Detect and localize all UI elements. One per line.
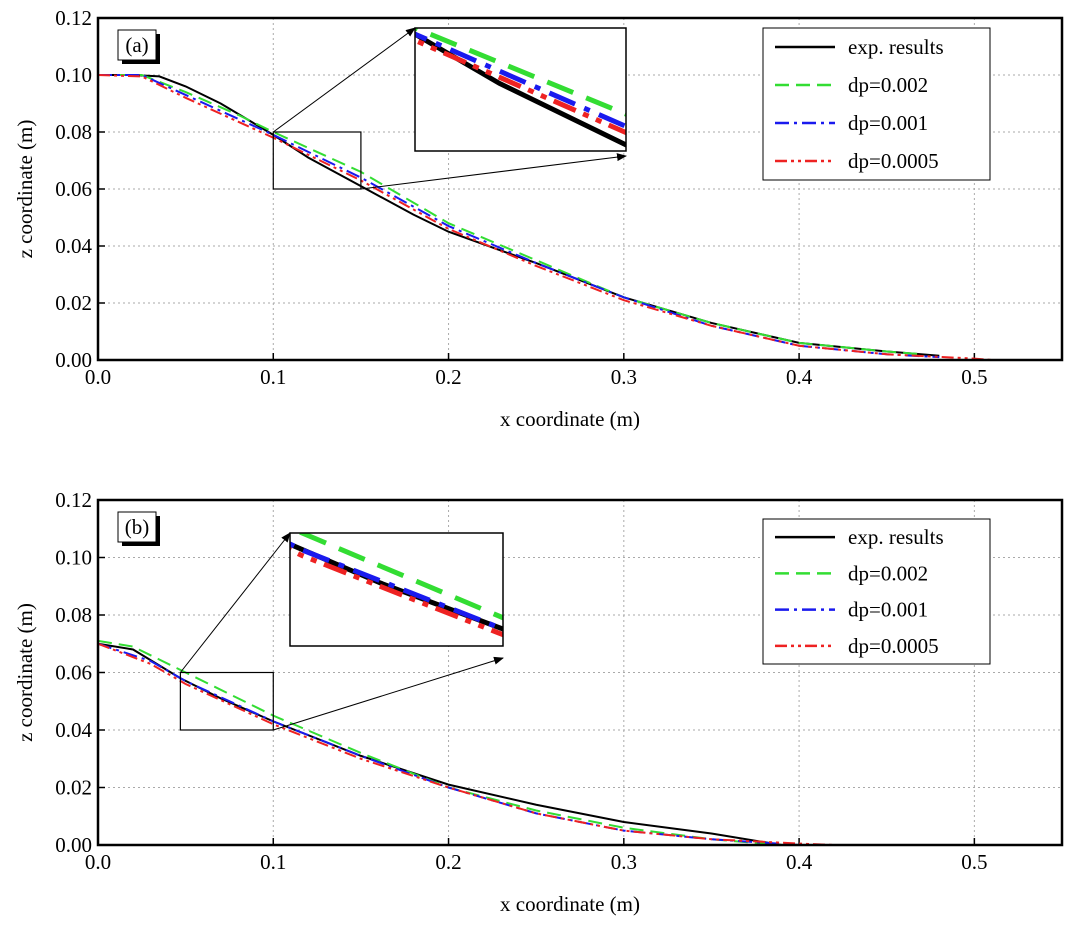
legend-label: exp. results (848, 35, 944, 59)
x-tick-label: 0.3 (611, 365, 637, 389)
series-line (97, 642, 800, 846)
series-line (97, 74, 992, 361)
legend-label: dp=0.002 (848, 73, 928, 97)
label-box (117, 29, 157, 61)
x-tick-label: 0.2 (435, 850, 461, 874)
plot-frame (96, 498, 1064, 847)
plot-frame (96, 16, 1064, 362)
zoom-arrow (272, 27, 416, 133)
y-tick-label: 0.04 (55, 234, 92, 258)
y-tick-label: 0.12 (55, 6, 92, 30)
y-tick-label: 0.04 (55, 718, 92, 742)
x-tick-label: 0.0 (85, 850, 111, 874)
x-tick-label: 0.1 (260, 850, 286, 874)
y-tick-label: 0.02 (55, 291, 92, 315)
legend-label: dp=0.001 (848, 111, 928, 135)
x-axis-label: x coordinate (m) (500, 407, 640, 431)
panel: 0.0 0.1 0.2 0.3 0.4 0.5 0.00 0.02 0.04 0.06 0.08 0.… (13, 6, 1064, 431)
y-tick-label: 0.12 (55, 488, 92, 512)
y-tick-label: 0.00 (55, 833, 92, 857)
legend-label: dp=0.0005 (848, 149, 939, 173)
legend-label: dp=0.0005 (848, 634, 939, 658)
series-line (97, 642, 782, 846)
panel-label: (b) (125, 515, 150, 539)
legend-box (762, 27, 991, 181)
zoom-arrow (179, 532, 291, 673)
y-tick-label: 0.00 (55, 348, 92, 372)
legend-label: dp=0.002 (848, 561, 928, 585)
y-tick-label: 0.08 (55, 603, 92, 627)
zoom-arrow (360, 153, 627, 190)
x-tick-label: 0.3 (611, 850, 637, 874)
inset-frame (414, 27, 627, 152)
y-tick-label: 0.10 (55, 63, 92, 87)
x-tick-label: 0.0 (85, 365, 111, 389)
series-line (97, 639, 782, 846)
x-tick-label: 0.5 (961, 850, 987, 874)
zoom-box (179, 671, 274, 731)
legend-label: dp=0.001 (848, 598, 928, 622)
y-tick-label: 0.08 (55, 120, 92, 144)
panel: 0.0 0.1 0.2 0.3 0.4 0.5 0.00 0.02 0.04 0.06 0.08 0.… (13, 488, 1064, 916)
y-tick-label: 0.02 (55, 776, 92, 800)
legend-label: exp. results (848, 525, 944, 549)
y-tick-label: 0.10 (55, 546, 92, 570)
x-tick-label: 0.4 (786, 365, 813, 389)
panel-label: (a) (125, 33, 148, 57)
x-tick-label: 0.5 (961, 365, 987, 389)
legend-box (762, 518, 991, 665)
series-line (98, 74, 940, 357)
y-tick-label: 0.06 (55, 177, 92, 201)
zoom-arrow (273, 656, 504, 731)
series-line (97, 642, 835, 846)
y-axis-label: z coordinate (m) (13, 120, 37, 259)
x-tick-label: 0.2 (435, 365, 461, 389)
inset-bg (415, 28, 626, 151)
series-line (98, 74, 922, 356)
x-tick-label: 0.4 (786, 850, 813, 874)
series-line (98, 74, 940, 359)
y-axis-label: z coordinate (m) (13, 603, 37, 742)
x-tick-label: 0.1 (260, 365, 286, 389)
zoom-box (272, 131, 362, 190)
y-tick-label: 0.06 (55, 661, 92, 685)
inset-frame (289, 532, 504, 647)
x-axis-label: x coordinate (m) (500, 892, 640, 916)
label-box (117, 511, 157, 543)
